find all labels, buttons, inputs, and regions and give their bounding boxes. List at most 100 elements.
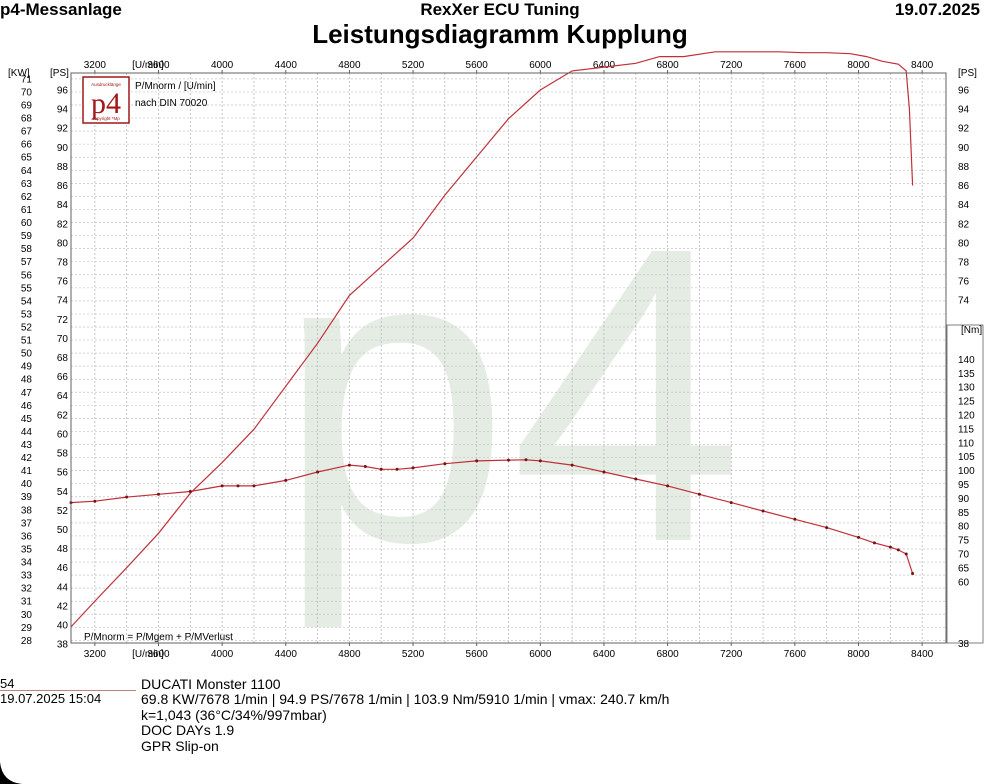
- kw-tick-label: 67: [21, 127, 33, 138]
- torque-point: [220, 484, 224, 488]
- kw-tick-label: 29: [21, 623, 33, 634]
- x-tick-label-top: 8400: [911, 60, 934, 71]
- kw-tick-label: 68: [21, 114, 33, 125]
- x-tick-label-bottom: 6400: [593, 649, 616, 660]
- ps-axis-unit-right: [PS]: [958, 68, 977, 79]
- ps-tick-label-left: 48: [57, 544, 69, 555]
- ps-tick-label-left: 68: [57, 353, 69, 364]
- ps-tick-label-right: 76: [958, 277, 970, 288]
- torque-point: [697, 492, 701, 496]
- x-tick-label-bottom: 4800: [338, 649, 361, 660]
- torque-point: [524, 458, 528, 462]
- nm-tick-label: 105: [958, 452, 975, 463]
- kw-tick-label: 59: [21, 231, 33, 242]
- kw-tick-label: 66: [21, 140, 33, 151]
- ps-tick-label-right: 94: [958, 105, 970, 116]
- logo-big: p4: [91, 87, 121, 120]
- kw-tick-label: 62: [21, 192, 33, 203]
- kw-tick-label: 49: [21, 362, 33, 373]
- kw-tick-label: 35: [21, 544, 33, 555]
- kw-tick-label: 52: [21, 322, 33, 333]
- kw-tick-label: 71: [21, 74, 33, 85]
- x-tick-label-top: 5200: [402, 60, 425, 71]
- x-tick-label-top: 7200: [720, 60, 743, 71]
- x-tick-label-bottom: 7200: [720, 649, 743, 660]
- torque-point: [379, 467, 383, 471]
- kw-tick-label: 47: [21, 388, 33, 399]
- kw-tick-label: 40: [21, 479, 33, 490]
- kw-tick-label: 39: [21, 492, 33, 503]
- torque-point: [634, 477, 638, 481]
- run-info-lines: 69.8 KW/7678 1/min | 94.9 PS/7678 1/min …: [141, 691, 670, 754]
- kw-tick-label: 43: [21, 440, 33, 451]
- ps-tick-label-left: 94: [57, 105, 69, 116]
- kw-tick-label: 37: [21, 518, 33, 529]
- torque-point: [363, 464, 367, 468]
- ps-tick-label-left: 92: [57, 124, 69, 135]
- torque-point: [475, 459, 479, 463]
- peak-values: 69.8 KW/7678 1/min | 94.9 PS/7678 1/min …: [141, 691, 670, 707]
- x-tick-label-bottom: 3600: [147, 649, 170, 660]
- ps-tick-label-left: 60: [57, 429, 69, 440]
- x-tick-label-top: 4800: [338, 60, 361, 71]
- dyno-chart: p4 3200 3200 3600 3600 4000 4000 4400 4400 4800 4…: [8, 51, 984, 660]
- kw-tick-label: 70: [21, 87, 33, 98]
- curves: [69, 51, 915, 628]
- nm-tick-label: 75: [958, 536, 970, 547]
- ps-tick-label-left: 96: [57, 86, 69, 97]
- x-tick-label-bottom: 4400: [275, 649, 298, 660]
- kw-tick-label: 42: [21, 453, 33, 464]
- ps-tick-label-left: 86: [57, 181, 69, 192]
- grid-lines: [71, 73, 946, 643]
- legend-line-2: nach DIN 70020: [135, 98, 208, 109]
- torque-point: [911, 572, 915, 575]
- ps-tick-label-left: 42: [57, 601, 69, 612]
- nm-tick-label: 100: [958, 466, 975, 477]
- ps-tick-label-left: 88: [57, 162, 69, 173]
- kw-tick-label: 53: [21, 309, 33, 320]
- x-unit-label-top: [U/min]: [132, 60, 164, 71]
- watermark: p4: [276, 161, 743, 632]
- kw-tick-label: 33: [21, 571, 33, 582]
- kw-tick-label: 51: [21, 336, 33, 347]
- kw-tick-label: 48: [21, 375, 33, 386]
- torque-point: [729, 501, 733, 505]
- ps-tick-label-left: 78: [57, 257, 69, 268]
- nm-tick-label: 135: [958, 369, 975, 380]
- kw-axis-unit: [KW]: [8, 68, 30, 79]
- kw-tick-label: 44: [21, 427, 33, 438]
- ps-tick-label-left: 56: [57, 468, 69, 479]
- torque-point: [825, 526, 829, 530]
- torque-point: [896, 548, 900, 552]
- kw-tick-label: 54: [21, 296, 33, 307]
- kw-tick-label: 46: [21, 401, 33, 412]
- torque-point: [602, 470, 606, 474]
- kw-tick-label: 32: [21, 584, 33, 595]
- torque-point: [252, 484, 256, 488]
- kw-tick-label: 65: [21, 153, 33, 164]
- kw-tick-label: 45: [21, 414, 33, 425]
- torque-point: [872, 541, 876, 545]
- ps-tick-label-left: 40: [57, 621, 69, 632]
- logo-frame: [82, 76, 130, 124]
- ps-tick-label-left: 66: [57, 372, 69, 383]
- ps-tick-label-left: 44: [57, 582, 69, 593]
- ps-tick-label-left: 84: [57, 200, 69, 211]
- kw-tick-label: 36: [21, 531, 33, 542]
- ps-tick-label-right: 74: [958, 296, 970, 307]
- torque-point: [411, 466, 415, 470]
- ps-tick-label-left: 52: [57, 506, 69, 517]
- correction-factor: k=1,043 (36°C/34%/997mbar): [141, 706, 327, 723]
- x-tick-label-top: 7600: [784, 60, 807, 71]
- x-tick-label-bottom: 4000: [211, 649, 234, 660]
- x-tick-label-bottom: 5600: [466, 649, 489, 660]
- ps-tick-label-right: 80: [958, 238, 970, 249]
- nm-tick-label: 80: [958, 522, 970, 533]
- run-date: 19.07.2025 15:04: [0, 691, 102, 706]
- ps-tick-label-left: 38: [57, 640, 69, 651]
- x-tick-label-bottom: 3200: [84, 649, 107, 660]
- x-tick-label-top: 3600: [147, 60, 170, 71]
- ps-tick-label-left: 62: [57, 410, 69, 421]
- nm-tick-label: 130: [958, 383, 975, 394]
- x-tick-label-bottom: 5200: [402, 649, 425, 660]
